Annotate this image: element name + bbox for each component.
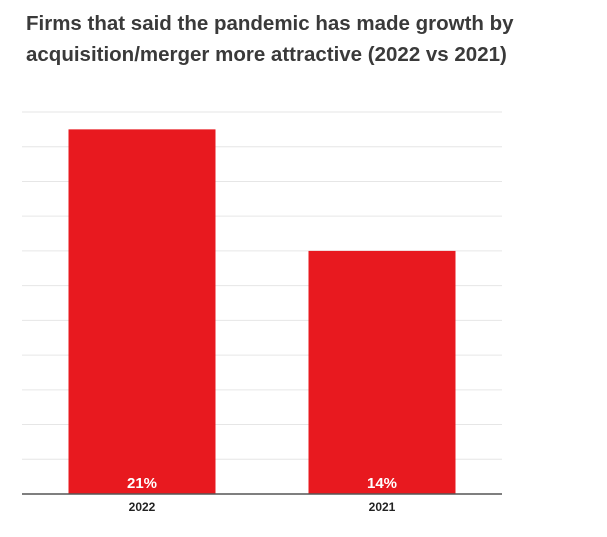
chart-title-line-1: Firms that said the pandemic has made gr… xyxy=(26,12,514,35)
chart-title-line-2: acquisition/merger more attractive (2022… xyxy=(26,43,507,66)
data-label-2022: 21% xyxy=(127,475,157,492)
bar-2022 xyxy=(68,129,216,494)
bars xyxy=(68,129,456,494)
x-tick-label-2021: 2021 xyxy=(369,500,396,514)
bar-2021 xyxy=(308,250,456,494)
labels: 21% 2022 14% 2021 xyxy=(127,475,397,514)
data-label-2021: 14% xyxy=(367,475,397,492)
x-tick-label-2022: 2022 xyxy=(129,500,156,514)
chart-title: Firms that said the pandemic has made gr… xyxy=(26,8,586,70)
